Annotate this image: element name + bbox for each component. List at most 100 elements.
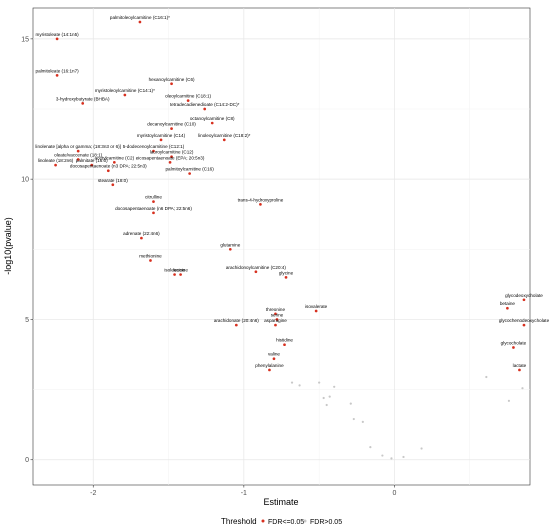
point-label: lauroylcarnitine (C12) (150, 150, 194, 155)
point-significant (170, 127, 173, 131)
point-significant (254, 270, 258, 274)
point-label: palmitoleoylcarnitine (C16:1)* (110, 15, 170, 20)
point-label: oleoylcarnitine (C18:1) (165, 94, 211, 99)
point-nonsignificant (328, 395, 331, 398)
point-label: docosapentaenoate (n6 DPA; 22:5n6) (115, 206, 192, 211)
point-label: stearate (18:0) (98, 178, 128, 183)
x-tick-label: -1 (241, 490, 247, 497)
point-nonsignificant (485, 375, 488, 379)
point-significant (112, 160, 116, 164)
point-nonsignificant (318, 381, 321, 384)
point-significant (274, 323, 277, 327)
point-label: serine (271, 312, 284, 317)
point-significant (76, 158, 80, 161)
y-axis-title: -log10(pvalue) (3, 217, 13, 275)
point-significant (186, 99, 190, 102)
point-significant (179, 273, 182, 276)
point-nonsignificant (390, 457, 393, 460)
point-label: palmitoleate (16:1n7) (36, 68, 80, 73)
point-label: myristoleoylcarnitine (C14:1)* (95, 88, 155, 93)
point-significant (222, 138, 226, 142)
point-nonsignificant (381, 454, 384, 457)
point-significant (138, 20, 142, 24)
grid-lines (33, 8, 530, 485)
point-nonsignificant (420, 447, 423, 450)
point-label: hexanoylcarnitine (C6) (149, 77, 195, 82)
point-significant (283, 343, 286, 347)
point-significant (90, 163, 94, 167)
point-label: palmitoylcarnitine (C16) (165, 167, 214, 172)
axis-ticks: -2 -1 0 0 5 10 15 (21, 36, 396, 497)
point-significant (228, 247, 232, 251)
point-significant (170, 155, 173, 159)
point-label: arachidonate (20:4n6) (214, 318, 259, 323)
legend-title: Threshold (221, 517, 257, 526)
point-label: palmitate (16:0) (76, 158, 108, 163)
point-label: trans-4-hydroxyproline (238, 197, 284, 202)
point-label: tetradecadienedioate (C14:2-DC)* (170, 102, 240, 107)
point-label: linoleate (18:2n6) (38, 158, 74, 163)
legend-label-fdr-nonsig: FDR>0.05 (310, 519, 342, 526)
point-significant (272, 357, 276, 361)
y-tick-label: 5 (25, 317, 29, 324)
point-nonsignificant (361, 420, 364, 423)
point-nonsignificant (402, 455, 405, 459)
point-nonsignificant (352, 417, 355, 421)
point-significant (170, 82, 173, 86)
point-label: 5-dodecenoylcarnitine (C12:1) (123, 144, 185, 149)
point-significant (210, 121, 214, 125)
point-label: glycine (279, 270, 294, 275)
point-significant (259, 203, 262, 206)
data-points (54, 20, 526, 460)
point-significant (173, 273, 176, 276)
point-significant (512, 346, 515, 349)
x-tick-label: -2 (90, 490, 96, 497)
point-significant (518, 368, 521, 372)
point-label: glycocholate (501, 341, 527, 346)
point-nonsignificant (369, 446, 372, 449)
point-significant (506, 306, 509, 310)
point-label: valine (268, 352, 280, 357)
point-label: glycochenodeoxycholate (499, 318, 550, 323)
legend: Threshold FDR<=0.05 FDR>0.05 (221, 517, 342, 526)
point-label: betaine (500, 301, 516, 306)
point-label: myristoylcarnitine (C14) (137, 133, 186, 138)
point-significant (123, 93, 127, 97)
point-label: citrulline (145, 195, 162, 200)
point-significant (106, 169, 110, 173)
point-significant (159, 138, 163, 142)
point-label: glycodeoxycholate (505, 293, 543, 298)
point-significant (149, 259, 152, 262)
point-significant (140, 236, 143, 240)
point-nonsignificant (325, 403, 328, 407)
x-axis-title: Estimate (263, 497, 298, 507)
point-label: phenylalanine (255, 363, 284, 368)
point-significant (268, 368, 271, 372)
point-significant (55, 73, 59, 77)
point-significant (284, 276, 288, 279)
point-significant (54, 163, 57, 167)
x-tick-label: 0 (393, 490, 397, 497)
point-label: leucine (173, 268, 188, 273)
point-label: eicosapentaenoate (EPA; 20:5n3) (136, 155, 205, 160)
point-label: octanoylcarnitine (C8) (190, 116, 235, 121)
point-significant (76, 149, 80, 153)
point-label: adrenate (22:4n6) (123, 231, 160, 236)
point-significant (81, 102, 85, 105)
point-significant (234, 323, 238, 327)
point-significant (55, 37, 59, 41)
point-label: asparagine (264, 318, 287, 323)
point-label: oleate/vaccenate (18:1) (54, 153, 102, 158)
point-label: linolenate [alpha or gamma; (18:3n3 or 6… (35, 144, 121, 149)
point-label: lactate (513, 363, 527, 368)
point-nonsignificant (333, 385, 336, 388)
point-label: acetylcarnitine (C2) (95, 155, 135, 160)
point-significant (152, 211, 155, 215)
point-nonsignificant (298, 384, 301, 387)
point-nonsignificant (521, 387, 524, 390)
point-label: docosapentaenoate (n3 DPA; 22:5n3) (70, 164, 147, 169)
point-nonsignificant (349, 402, 352, 405)
point-label: decanoylcarnitine (C10) (147, 122, 196, 127)
point-significant (522, 298, 526, 302)
